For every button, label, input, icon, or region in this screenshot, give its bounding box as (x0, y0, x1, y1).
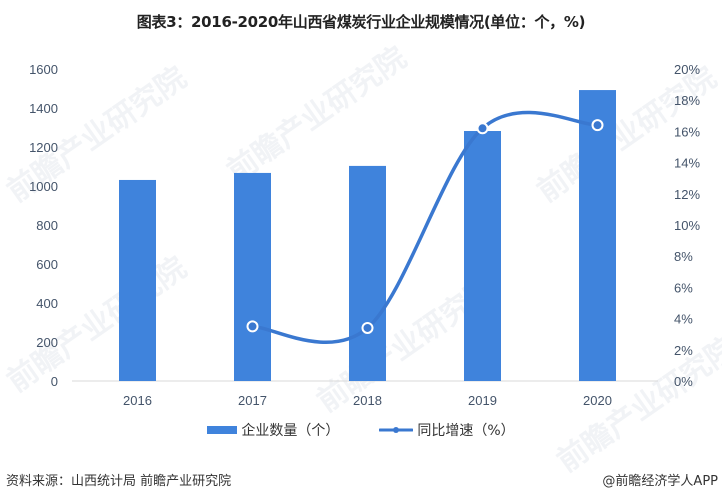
bar-2019 (464, 131, 501, 381)
right-axis-tick: 18% (674, 93, 700, 108)
left-axis-tick: 1200 (29, 140, 58, 155)
right-axis-tick: 8% (674, 249, 693, 264)
left-axis-tick: 0 (51, 374, 58, 389)
x-axis-tick: 2020 (583, 393, 612, 408)
growth-rate-line (250, 110, 600, 345)
bar-swatch-icon (207, 426, 238, 434)
credit-note: @前瞻经济学人APP (602, 474, 718, 489)
left-axis-tick: 600 (36, 257, 58, 272)
growth-rate-marker (476, 122, 489, 135)
growth-rate-marker (246, 320, 259, 333)
legend-item-line: 同比增速（%） (379, 420, 515, 440)
left-axis-tick: 1600 (29, 62, 58, 77)
legend-bar-label: 企业数量（个） (241, 423, 340, 439)
x-axis-tick: 2016 (123, 393, 152, 408)
left-axis-tick: 200 (36, 335, 58, 350)
right-axis-tick: 12% (674, 187, 700, 202)
right-axis-tick: 6% (674, 280, 693, 295)
right-axis-tick: 10% (674, 218, 700, 233)
x-axis-tick: 2018 (353, 393, 382, 408)
bar-2016 (119, 179, 156, 381)
growth-rate-marker (361, 321, 374, 334)
bar-2020 (579, 90, 616, 381)
left-axis-tick: 800 (36, 218, 58, 233)
right-axis-tick: 14% (674, 156, 700, 171)
bar-2017 (234, 172, 271, 381)
bar-2018 (349, 165, 386, 381)
left-axis-tick: 1400 (29, 101, 58, 116)
chart-title: 图表3：2016-2020年山西省煤炭行业企业规模情况(单位：个，%) (136, 13, 586, 31)
combo-chart: 0 200 400 600 800 1000 1200 1400 1600 0% 2% 4% 6% 8% 1… (29, 62, 700, 408)
left-axis-tick: 400 (36, 296, 58, 311)
right-axis-tick: 16% (674, 124, 700, 139)
line-marker-swatch-icon (379, 427, 414, 433)
right-axis-tick: 20% (674, 62, 700, 77)
x-axis-tick: 2019 (468, 393, 497, 408)
left-axis-tick: 1000 (29, 179, 58, 194)
right-axis-tick: 4% (674, 312, 693, 327)
growth-rate-marker (591, 119, 604, 132)
legend-item-bar: 企业数量（个） (207, 420, 339, 440)
source-note: 资料来源：山西统计局 前瞻产业研究院 (6, 474, 232, 489)
legend: 企业数量（个） 同比增速（%） (0, 420, 722, 440)
legend-line-label: 同比增速（%） (417, 423, 515, 439)
right-axis-tick: 2% (674, 343, 693, 358)
right-axis-tick: 0% (674, 374, 693, 389)
x-axis-tick: 2017 (238, 393, 267, 408)
